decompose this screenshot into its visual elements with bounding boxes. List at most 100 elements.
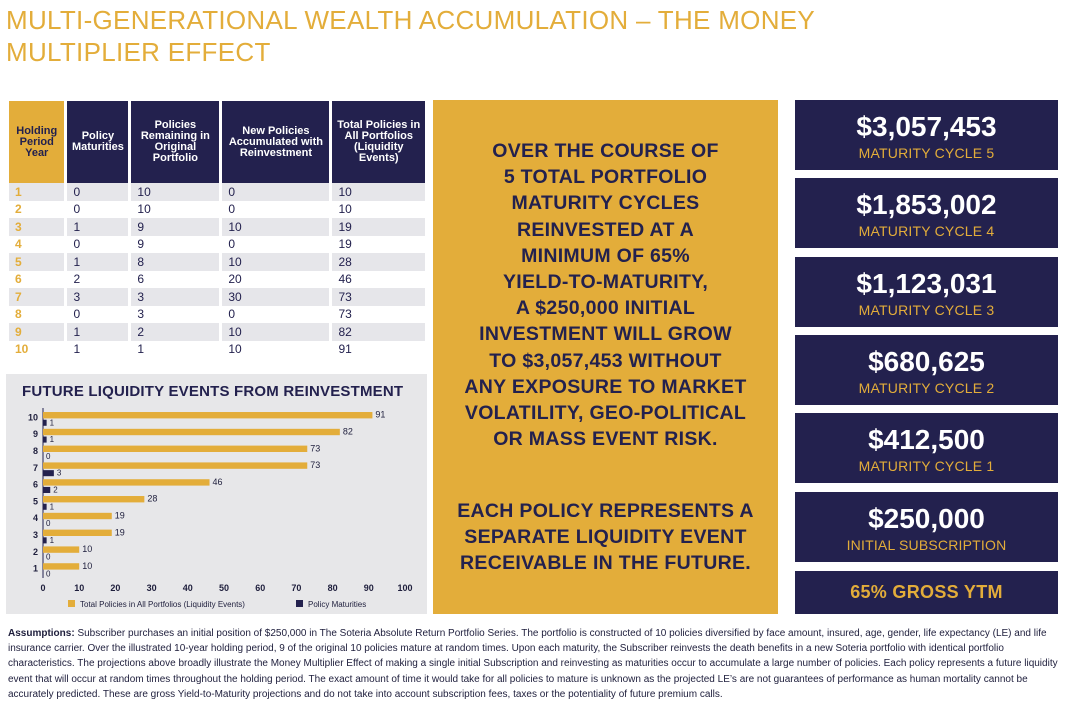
page-title: MULTI-GENERATIONAL WEALTH ACCUMULATION –… (6, 5, 815, 67)
x-tick-label: 20 (110, 583, 120, 593)
y-tick-label: 2 (33, 547, 38, 557)
bar-total (43, 563, 80, 570)
chart-title: FUTURE LIQUIDITY EVENTS FROM REINVESTMEN… (22, 383, 404, 400)
y-tick-label: 1 (33, 564, 38, 574)
cell-total: 73 (332, 305, 425, 323)
bar-total (43, 529, 112, 536)
cell-total: 19 (332, 218, 425, 236)
summary-line: YIELD-TO-MATURITY, (502, 271, 709, 294)
cycle-card: $1,853,002 MATURITY CYCLE 4 (795, 178, 1058, 249)
x-tick-label: 0 (40, 583, 45, 593)
summary-line: MATURITY CYCLES (511, 192, 700, 215)
bar-maturities (43, 503, 47, 510)
table-row: 9 1 2 10 82 (9, 323, 425, 341)
bar-maturities (43, 486, 51, 493)
cell-total: 19 (332, 235, 425, 253)
cycle-label: MATURITY CYCLE 3 (858, 301, 995, 318)
assumptions-text: Subscriber purchases an initial position… (8, 628, 1058, 700)
cell-total: 10 (332, 200, 425, 218)
data-label-maturities: 1 (50, 418, 55, 427)
cycle-label: MATURITY CYCLE 5 (858, 145, 995, 161)
cell-remaining: 10 (131, 183, 220, 201)
cycle-card: $680,625 MATURITY CYCLE 2 (795, 334, 1058, 405)
cycle-label: MATURITY CYCLE 2 (858, 379, 995, 396)
data-label-total: 73 (310, 443, 320, 453)
cycle-amount: $412,500 (868, 424, 985, 456)
cell-new-policies: 30 (222, 288, 330, 306)
table-body: 1 0 10 0 10 2 0 10 0 10 3 1 9 10 19 4 0 9 0 19 5 1 8 10 28 6 2 6 20 4… (9, 183, 425, 358)
data-label-total: 28 (147, 494, 157, 504)
policy-table: Holding Period Year Policy Maturities Po… (6, 101, 428, 358)
y-tick-label: 10 (28, 412, 38, 422)
cell-new-policies: 10 (222, 340, 330, 358)
cycle-amount: $3,057,453 (856, 111, 997, 142)
bar-total (43, 546, 80, 553)
table-row: 10 1 1 10 91 (9, 340, 425, 358)
cell-new-policies: 0 (222, 183, 330, 201)
cell-year: 1 (9, 183, 65, 201)
cycle-card: $250,000 INITIAL SUBSCRIPTION (795, 491, 1058, 562)
data-label-total: 10 (82, 544, 92, 554)
cell-new-policies: 20 (222, 270, 330, 288)
data-label-total: 82 (343, 427, 353, 437)
cell-remaining: 3 (131, 305, 220, 323)
assumptions-note: Assumptions: Subscriber purchases an ini… (8, 626, 1060, 702)
cell-total: 82 (332, 323, 425, 341)
cell-new-policies: 0 (222, 305, 330, 323)
cell-year: 9 (9, 323, 65, 341)
bar-maturities (43, 537, 47, 544)
bar-total (43, 428, 340, 436)
y-tick-label: 3 (33, 530, 38, 540)
cell-remaining: 2 (131, 323, 220, 341)
summary-text: OVER THE COURSE OF 5 TOTAL PORTFOLIO MATUR… (433, 138, 778, 452)
bar-total (43, 462, 308, 469)
bar-maturities (43, 470, 54, 477)
bar-total (43, 412, 373, 419)
cell-remaining: 9 (131, 235, 220, 253)
cell-year: 8 (9, 305, 65, 323)
cell-total: 10 (332, 183, 425, 201)
cell-new-policies: 0 (222, 235, 330, 253)
cell-maturities: 0 (67, 200, 129, 218)
col-header-remaining: Policies Remaining in Original Portfolio (131, 101, 220, 183)
table-header-row: Holding Period Year Policy Maturities Po… (9, 101, 425, 183)
cell-remaining: 6 (131, 270, 220, 288)
cell-year: 7 (9, 288, 65, 306)
x-tick-label: 60 (255, 583, 265, 593)
summary-line: A $250,000 INITIAL (515, 297, 696, 320)
summary-line: OR MASS EVENT RISK. (493, 428, 718, 451)
summary-panel: OVER THE COURSE OF 5 TOTAL PORTFOLIO MATUR… (433, 100, 778, 614)
x-tick-label: 80 (328, 583, 338, 593)
cell-year: 6 (9, 270, 65, 288)
y-tick-label: 8 (33, 446, 38, 456)
legend-swatch-total (68, 600, 75, 607)
cell-maturities: 3 (67, 288, 129, 306)
summary-line: 5 TOTAL PORTFOLIO (503, 166, 708, 189)
summary-line: MINIMUM OF 65% (521, 244, 690, 267)
summary-line: RECEIVABLE IN THE FUTURE. (460, 552, 751, 575)
legend-swatch-maturities (296, 600, 303, 607)
summary-line: OVER THE COURSE OF (492, 140, 719, 162)
cycle-card: $1,123,031 MATURITY CYCLE 3 (795, 256, 1058, 327)
col-header-maturities: Policy Maturities (67, 101, 129, 183)
cell-remaining: 3 (131, 288, 220, 306)
cell-maturities: 0 (67, 305, 129, 323)
cell-maturities: 2 (67, 270, 129, 288)
data-label-total: 73 (310, 460, 320, 470)
table-row: 2 0 10 0 10 (9, 200, 425, 218)
cell-maturities: 1 (67, 340, 129, 358)
cell-remaining: 9 (131, 218, 220, 236)
table-row: 1 0 10 0 10 (9, 183, 425, 201)
summary-line: TO $3,057,453 WITHOUT (489, 349, 722, 372)
legend-label-total: Total Policies in All Portfolios (Liquid… (80, 600, 245, 609)
bar-maturities (43, 436, 47, 443)
col-header-year: Holding Period Year (9, 101, 65, 183)
x-tick-label: 40 (183, 583, 193, 593)
bar-total (43, 512, 112, 520)
cell-year: 10 (9, 340, 65, 358)
table-row: 3 1 9 10 19 (9, 218, 425, 236)
cycle-label: MATURITY CYCLE 4 (858, 223, 995, 240)
col-header-new-policies: New Policies Accumulated with Reinvestme… (222, 101, 330, 183)
cell-year: 3 (9, 218, 65, 236)
cell-maturities: 1 (67, 323, 129, 341)
